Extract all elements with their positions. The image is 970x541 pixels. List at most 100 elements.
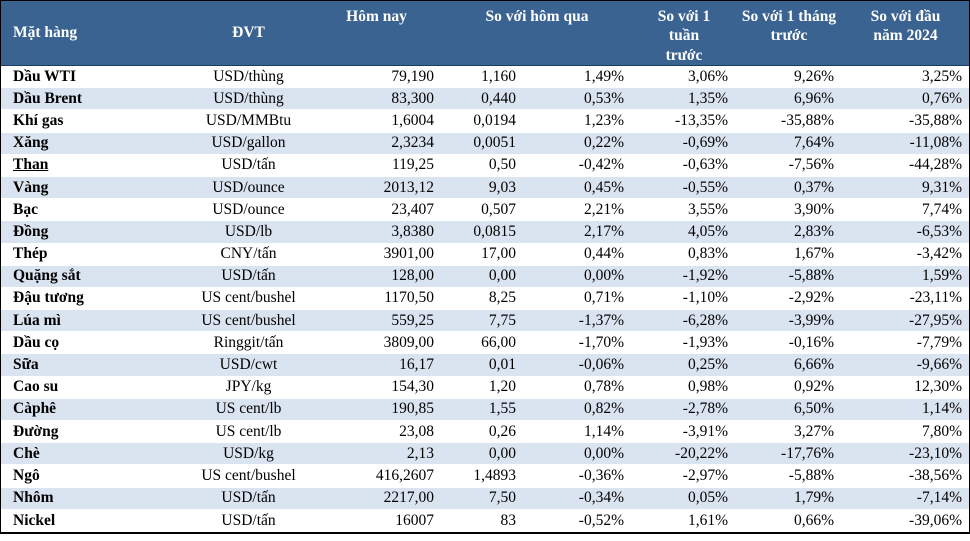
commodity-unit: Ringgit/tấn	[213, 333, 284, 351]
header-unit-label: ĐVT	[232, 24, 265, 42]
change-percent: 0,71%	[583, 289, 624, 307]
week-percent: 0,05%	[687, 489, 728, 507]
table-row: Nhôm USD/tấn 2217,00 7,50 -0,34% 0,05% 1…	[1, 487, 969, 510]
commodity-name: Nickel	[13, 511, 56, 529]
table-row: Nickel USD/tấn 16007 83 -0,52% 1,61% 0,6…	[1, 509, 969, 532]
commodity-unit: USD/tấn	[221, 511, 276, 529]
week-percent: -1,10%	[682, 289, 728, 307]
table-row: Chè USD/kg 2,13 0,00 0,00% -20,22% -17,7…	[1, 443, 969, 466]
today-value: 16,17	[399, 356, 434, 374]
commodity-unit: US cent/bushel	[201, 466, 296, 484]
commodity-name: Thép	[13, 245, 48, 263]
today-value: 23,08	[399, 422, 434, 440]
today-value: 128,00	[391, 267, 434, 285]
change-percent: 1,14%	[583, 422, 624, 440]
today-value: 190,85	[391, 400, 434, 418]
table-row: Cao su JPY/kg 154,30 1,20 0,78% 0,98% 0,…	[1, 376, 969, 399]
change-percent: 0,82%	[583, 400, 624, 418]
commodity-unit: USD/thùng	[213, 67, 284, 85]
ytd-percent: 1,59%	[921, 267, 962, 285]
commodity-name: Ngô	[13, 466, 40, 484]
today-value: 83,300	[391, 89, 434, 107]
commodity-name: Đậu tương	[13, 289, 84, 307]
month-percent: 1,67%	[793, 245, 834, 263]
change-percent: 2,17%	[583, 222, 624, 240]
table-row: Thép CNY/tấn 3901,00 17,00 0,44% 0,83% 1…	[1, 243, 969, 266]
change-percent: 0,53%	[583, 89, 624, 107]
change-percent: 0,00%	[583, 444, 624, 462]
commodity-name: Đường	[13, 422, 59, 440]
change-value: 0,0051	[473, 134, 516, 152]
table-row: Ngô US cent/bushel 416,2607 1,4893 -0,36…	[1, 465, 969, 488]
ytd-percent: 7,74%	[921, 200, 962, 218]
change-percent: -0,34%	[578, 489, 624, 507]
commodity-unit: USD/cwt	[219, 356, 278, 374]
ytd-percent: -11,08%	[909, 134, 962, 152]
ytd-percent: -35,88%	[909, 111, 962, 129]
commodity-unit: USD/tấn	[221, 156, 276, 174]
header-commodity: Mặt hàng	[1, 1, 186, 65]
table-row: Lúa mì US cent/bushel 559,25 7,75 -1,37%…	[1, 310, 969, 333]
header-today-label: Hôm nay	[346, 8, 407, 25]
week-percent: -1,92%	[682, 267, 728, 285]
week-percent: -0,55%	[682, 178, 728, 196]
today-value: 154,30	[391, 378, 434, 396]
month-percent: 9,26%	[793, 67, 834, 85]
header-vs-yesterday: So với hôm qua	[442, 1, 632, 65]
change-percent: -0,42%	[578, 156, 624, 174]
commodity-unit: USD/kg	[223, 444, 274, 462]
commodity-unit: US cent/bushel	[201, 311, 296, 329]
table-row: Xăng USD/gallon 2,3234 0,0051 0,22% -0,6…	[1, 132, 969, 155]
today-value: 3901,00	[383, 245, 434, 263]
month-percent: 0,37%	[793, 178, 834, 196]
table-row: Đồng USD/lb 3,8380 0,0815 2,17% 4,05% 2,…	[1, 221, 969, 244]
change-percent: 1,49%	[583, 67, 624, 85]
month-percent: 7,64%	[793, 134, 834, 152]
table-row: Càphê US cent/lb 190,85 1,55 0,82% -2,78…	[1, 398, 969, 421]
month-percent: 3,27%	[793, 422, 834, 440]
ytd-percent: 1,14%	[921, 400, 962, 418]
week-percent: -2,97%	[682, 466, 728, 484]
change-value: 0,01	[488, 356, 516, 374]
change-percent: 0,00%	[583, 267, 624, 285]
change-value: 7,50	[488, 489, 516, 507]
change-value: 7,75	[488, 311, 516, 329]
week-percent: 0,98%	[687, 378, 728, 396]
table-row: Dầu WTI USD/thùng 79,190 1,160 1,49% 3,0…	[1, 66, 969, 89]
commodity-unit: USD/lb	[224, 222, 273, 240]
table-row: Đường US cent/lb 23,08 0,26 1,14% -3,91%…	[1, 421, 969, 444]
table-row: Dầu Brent USD/thùng 83,300 0,440 0,53% 1…	[1, 88, 969, 111]
commodity-name: Cao su	[13, 378, 59, 396]
table-header-row: Mặt hàng ĐVT Hôm nay So với hôm qua So v…	[1, 1, 969, 66]
change-value: 1,20	[488, 378, 516, 396]
today-value: 2217,00	[383, 489, 434, 507]
ytd-percent: -23,11%	[909, 289, 962, 307]
commodity-unit: USD/thùng	[213, 89, 284, 107]
change-value: 8,25	[488, 289, 516, 307]
today-value: 3809,00	[383, 333, 434, 351]
ytd-percent: 12,30%	[914, 378, 962, 396]
today-value: 2,3234	[391, 134, 434, 152]
ytd-percent: -38,56%	[909, 466, 962, 484]
change-percent: -0,36%	[578, 466, 624, 484]
change-value: 17,00	[481, 245, 516, 263]
week-percent: -6,28%	[682, 311, 728, 329]
change-percent: 0,22%	[583, 134, 624, 152]
header-vs-month-label: So với 1 tháng trước	[741, 8, 837, 45]
today-value: 2013,12	[383, 178, 434, 196]
ytd-percent: -7,14%	[916, 489, 962, 507]
month-percent: -7,56%	[788, 156, 834, 174]
change-percent: 0,44%	[583, 245, 624, 263]
ytd-percent: 9,31%	[921, 178, 962, 196]
table-row: Than USD/tấn 119,25 0,50 -0,42% -0,63% -…	[1, 154, 969, 177]
change-value: 9,03	[488, 178, 516, 196]
commodity-name: Vàng	[13, 178, 49, 196]
today-value: 2,13	[406, 444, 434, 462]
today-value: 23,407	[391, 200, 434, 218]
commodity-name: Dầu cọ	[13, 333, 60, 351]
ytd-percent: -7,79%	[916, 333, 962, 351]
commodity-unit: CNY/tấn	[220, 245, 277, 263]
commodity-name: Bạc	[13, 200, 38, 218]
commodity-unit: USD/ounce	[212, 178, 285, 196]
